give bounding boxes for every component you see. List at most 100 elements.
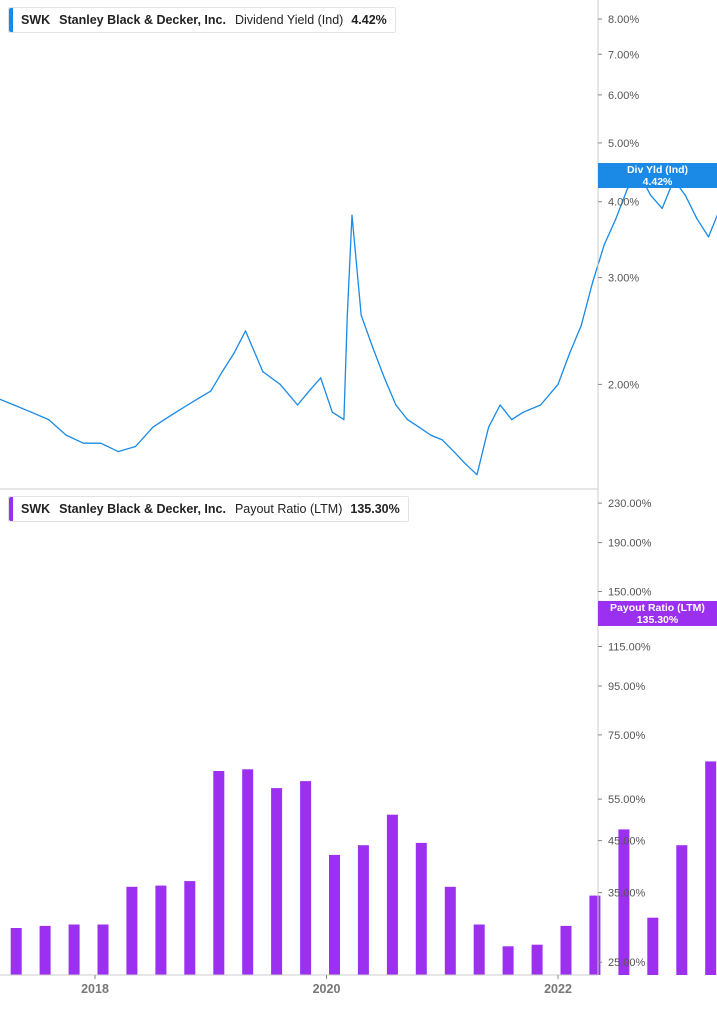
series-color-swatch (9, 8, 13, 32)
dividend-yield-line (0, 172, 717, 476)
dividend-yield-point (499, 404, 501, 406)
dividend-yield-legend[interactable]: SWK Stanley Black & Decker, Inc. Dividen… (8, 7, 396, 33)
dividend-yield-point (464, 463, 466, 465)
payout-ratio-bar (473, 924, 485, 975)
legend-metric-value: 4.42% (351, 13, 387, 27)
payout-ratio-bar (126, 886, 138, 975)
payout-ratio-bar (97, 924, 109, 975)
payout-ratio-bar (676, 845, 688, 975)
y-tick-label: 7.00% (608, 49, 639, 61)
dividend-yield-point (221, 371, 223, 373)
dividend-yield-point (175, 411, 177, 413)
dividend-yield-point (592, 281, 594, 283)
y-tick-label: 95.00% (608, 681, 646, 693)
dividend-yield-point (661, 207, 663, 209)
y-tick-label: 45.00% (608, 836, 646, 848)
dividend-yield-point (187, 404, 189, 406)
dividend-yield-point (100, 442, 102, 444)
payout-ratio-bar (705, 761, 717, 975)
y-tick-label: 2.00% (608, 379, 639, 391)
dividend-yield-point (569, 352, 571, 354)
legend-ticker: SWK (21, 502, 51, 516)
legend-metric-name: Dividend Yield (Ind) (234, 13, 344, 27)
payout-ratio-bar (184, 881, 196, 975)
x-tick-label: 2022 (544, 982, 572, 996)
dividend-yield-point (511, 419, 513, 421)
flag-label: Div Yld (Ind) (626, 164, 689, 177)
payout-ratio-bar (271, 788, 283, 975)
flag-value: 135.30% (636, 613, 679, 626)
payout-ratio-bar (329, 854, 340, 975)
dividend-yield-point (372, 347, 374, 349)
dividend-yield-point (650, 194, 652, 196)
dividend-yield-point (65, 434, 67, 436)
dividend-yield-point (418, 426, 420, 428)
payout-ratio-bar (242, 769, 254, 975)
dividend-yield-point (163, 419, 165, 421)
dividend-yield-point (279, 383, 281, 385)
dividend-yield-point (343, 419, 345, 421)
dividend-yield-point (626, 188, 629, 190)
dividend-yield-point (30, 411, 32, 413)
y-tick-label: 115.00% (608, 641, 651, 653)
dividend-yield-point (346, 314, 348, 316)
payout-ratio-bar (10, 928, 22, 975)
payout-ratio-bar (386, 814, 398, 975)
dividend-yield-point (360, 314, 362, 316)
dividend-yield-point (297, 404, 299, 406)
y-tick-label: 75.00% (608, 730, 646, 742)
dividend-yield-point (488, 426, 490, 428)
dividend-yield-point (383, 377, 385, 379)
payout-ratio-bar (39, 925, 51, 975)
y-tick-label: 4.00% (608, 197, 639, 209)
dividend-yield-point (244, 330, 247, 332)
dividend-yield-plot (0, 172, 717, 476)
y-tick-label: 190.00% (608, 538, 652, 550)
dividend-yield-point (82, 442, 84, 444)
payout-ratio-bar (647, 917, 659, 975)
payout-ratio-legend[interactable]: SWK Stanley Black & Decker, Inc. Payout … (8, 496, 409, 522)
x-tick-label: 2018 (81, 982, 109, 996)
payout-ratio-bar (213, 771, 225, 975)
payout-ratio-bar (300, 781, 312, 975)
payout-ratio-bar (589, 895, 601, 975)
payout-ratio-bar (560, 925, 572, 975)
dividend-yield-point (320, 377, 322, 379)
x-tick-label: 2020 (313, 982, 341, 996)
dividend-yield-point (696, 218, 698, 220)
dividend-yield-point (441, 439, 443, 441)
dividend-yield-point (707, 236, 710, 238)
dividend-yield-point (351, 214, 353, 216)
y-tick-label: 3.00% (608, 273, 639, 285)
payout-ratio-plot (10, 761, 717, 975)
dividend-yield-point (117, 451, 119, 453)
dividend-yield-point (331, 411, 333, 413)
payout-ratio-bar (155, 885, 167, 975)
payout-ratio-bar (531, 944, 543, 975)
legend-company-name: Stanley Black & Decker, Inc. (59, 502, 226, 516)
dividend-yield-point (557, 383, 559, 385)
legend-metric-name: Payout Ratio (LTM) (234, 502, 343, 516)
dividend-yield-point (262, 371, 264, 373)
dividend-yield-point (580, 325, 582, 327)
payout-ratio-bar (415, 842, 427, 975)
y-tick-label: 55.00% (608, 794, 646, 806)
dividend-yield-point (134, 445, 137, 448)
flag-label: Payout Ratio (LTM) (610, 601, 705, 614)
dividend-yield-point (615, 218, 617, 220)
dividend-yield-point (13, 404, 15, 406)
payout-ratio-bar (502, 946, 514, 975)
payout-ratio-value-flag: Payout Ratio (LTM) 135.30% (598, 600, 717, 626)
payout-ratio-bar (618, 829, 630, 975)
flag-value: 4.42% (642, 176, 673, 189)
legend-company-name: Stanley Black & Decker, Inc. (59, 13, 226, 27)
dividend-yield-point (198, 397, 200, 399)
dividend-yield-point (684, 194, 686, 196)
payout-ratio-bar (357, 845, 369, 975)
dividend-yield-point (308, 390, 310, 392)
legend-ticker: SWK (21, 13, 51, 27)
y-tick-label: 8.00% (608, 14, 639, 26)
